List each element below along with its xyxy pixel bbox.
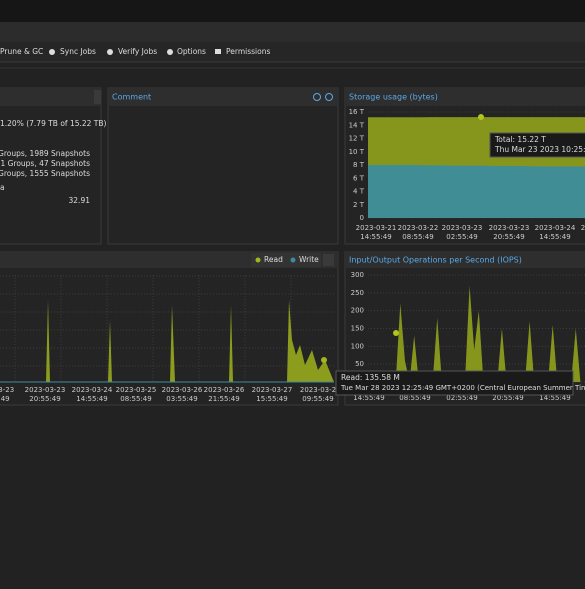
tooltip-value: Read: 135.58 M xyxy=(341,373,400,382)
x-tick-date: 2023-03-23 xyxy=(442,224,483,232)
summary-line: 37 Groups, 1989 Snapshots xyxy=(0,149,90,158)
read-area xyxy=(0,300,334,382)
panel-tool xyxy=(323,254,334,266)
y-tick-label: 16 T xyxy=(349,108,365,116)
panel-title: Storage usage (bytes) xyxy=(349,93,438,102)
x-tick-date: 2023-03-23 xyxy=(25,386,66,394)
hover-dot xyxy=(321,357,327,363)
x-tick-time: 02:55:49 xyxy=(446,394,477,402)
x-tick-time: 20:55:49 xyxy=(29,395,60,403)
y-tick-label: 250 xyxy=(351,289,364,297)
tooltip-date: Thu Mar 23 2023 10:25:49 G xyxy=(494,145,585,154)
panel-header xyxy=(108,88,338,106)
x-tick-date: 03-23 xyxy=(0,386,14,394)
tab-icon xyxy=(107,49,113,55)
y-tick-label: 150 xyxy=(351,325,364,333)
x-tick-date: 2 xyxy=(581,224,585,232)
panel-header xyxy=(0,88,101,106)
x-tick-time: 14:55:49 xyxy=(76,395,107,403)
tab-icon xyxy=(215,49,221,54)
tab-icon xyxy=(49,49,55,55)
x-tick-date: 2023-03-2 xyxy=(300,386,336,394)
y-tick-label: 12 T xyxy=(349,135,365,143)
panel-header xyxy=(345,88,585,106)
panel xyxy=(107,87,339,245)
x-tick-date: 2023-03-26 xyxy=(162,386,203,394)
x-tick-time: 09:55:49 xyxy=(302,395,333,403)
y-tick-label: 14 T xyxy=(349,121,365,129)
legend-label[interactable]: Read xyxy=(264,255,283,264)
x-tick-time: 02:55:49 xyxy=(446,233,477,241)
top-bar xyxy=(0,0,585,22)
panel-title: Comment xyxy=(112,93,151,102)
tooltip xyxy=(489,132,585,158)
tab[interactable]: Verify Jobs xyxy=(118,47,157,56)
x-tick-date: 2023-03-26 xyxy=(204,386,245,394)
tab[interactable]: Prune & GC xyxy=(0,47,43,56)
x-tick-date: 2023-03-27 xyxy=(252,386,293,394)
y-tick-label: 0 xyxy=(360,214,364,222)
tooltip xyxy=(335,370,574,396)
title-bar xyxy=(0,22,585,42)
legend-marker xyxy=(290,257,296,263)
y-tick-label: 200 xyxy=(351,307,364,315)
tooltip-date: Tue Mar 28 2023 12:25:49 GMT+0200 (Centr… xyxy=(340,384,585,392)
y-tick-label: 50 xyxy=(355,360,364,368)
tab[interactable]: Sync Jobs xyxy=(60,47,96,56)
x-tick-date: 2023-03-25 xyxy=(116,386,157,394)
panel-title: Input/Output Operations per Second (IOPS… xyxy=(349,256,522,265)
x-tick-time: 15:55:49 xyxy=(256,395,287,403)
x-tick-time: 14:55:49 xyxy=(360,233,391,241)
y-tick-label: 2 T xyxy=(353,201,365,209)
y-tick-label: 8 T xyxy=(353,161,365,169)
tooltip-value: Total: 15.22 T xyxy=(494,135,546,144)
x-tick-time: :49 xyxy=(0,395,10,403)
x-tick-time: 08:55:49 xyxy=(402,233,433,241)
hover-dot xyxy=(478,114,484,120)
summary-value: 32.91 xyxy=(69,196,91,205)
x-tick-date: 2023-03-23 xyxy=(489,224,530,232)
x-tick-date: 2023-03-22 xyxy=(398,224,439,232)
x-tick-time: 20:55:49 xyxy=(493,233,524,241)
panel-header xyxy=(345,252,585,268)
x-tick-time: 14:55:49 xyxy=(539,233,570,241)
usage: 1.20% (7.79 TB of 15.22 TB) xyxy=(0,119,107,128)
x-tick-time: 14:55:49 xyxy=(353,394,384,402)
summary-label: a xyxy=(0,183,5,192)
tab[interactable]: Options xyxy=(177,47,206,56)
y-tick-label: 4 T xyxy=(353,188,365,196)
x-tick-time: 21:55:49 xyxy=(208,395,239,403)
panel-tool xyxy=(94,90,101,104)
tab[interactable]: Permissions xyxy=(226,47,270,56)
x-tick-time: 20:55:49 xyxy=(492,394,523,402)
summary-line: 35 Groups, 1555 Snapshots xyxy=(0,169,90,178)
area xyxy=(368,165,585,218)
tab-bar xyxy=(0,42,585,62)
panel xyxy=(0,87,102,245)
legend-label[interactable]: Write xyxy=(299,255,319,264)
legend-marker xyxy=(255,257,261,263)
x-tick-time: 08:55:49 xyxy=(120,395,151,403)
hover-dot xyxy=(393,330,399,336)
x-tick-date: 2023-03-21 xyxy=(356,224,397,232)
summary-line: 1 Groups, 47 Snapshots xyxy=(0,159,90,168)
y-tick-label: 100 xyxy=(351,342,364,350)
x-tick-date: 2023-03-24 xyxy=(72,386,113,394)
x-tick-time: 14:55:49 xyxy=(539,394,570,402)
panel xyxy=(0,251,339,406)
x-tick-date: 2023-03-24 xyxy=(535,224,576,232)
y-tick-label: 6 T xyxy=(353,174,365,182)
x-tick-time: 03:55:49 xyxy=(166,395,197,403)
iops-chart: 05010015020025030014:55:4908:55:4902:55:… xyxy=(351,271,585,402)
legend xyxy=(251,253,321,267)
settings-icon[interactable] xyxy=(325,93,333,101)
tab-icon xyxy=(167,49,173,55)
y-tick-label: 300 xyxy=(351,271,364,279)
y-tick-label: 10 T xyxy=(349,148,365,156)
area xyxy=(368,285,585,382)
help-icon[interactable] xyxy=(313,93,321,101)
x-tick-time: 08:55:49 xyxy=(399,394,430,402)
